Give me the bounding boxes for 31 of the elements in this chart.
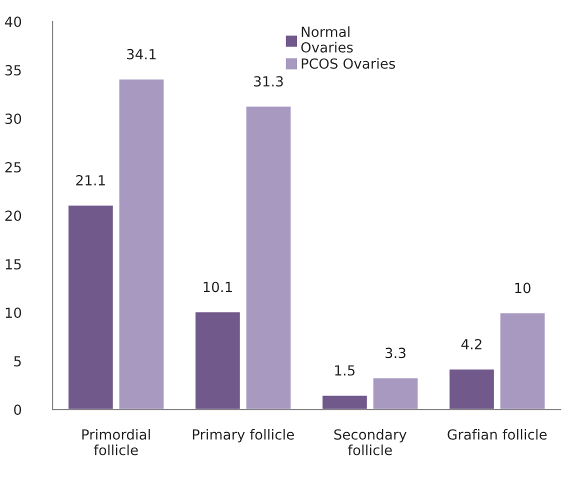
y-tick-label: 40	[5, 16, 22, 28]
x-tick-label: Grafian follicle	[448, 428, 547, 440]
data-label: 34.1	[127, 48, 156, 60]
y-tick-label: 25	[5, 162, 21, 173]
data-label: 10	[515, 282, 530, 294]
y-tick-label: 5	[14, 356, 21, 367]
legend-label: PCOS Ovaries	[302, 58, 396, 69]
data-label: 21.1	[76, 175, 105, 186]
y-tick-label: 30	[5, 114, 22, 124]
bar	[244, 105, 292, 410]
bar	[67, 204, 114, 410]
data-label: 1.5	[335, 365, 355, 376]
y-tick-label: 35	[5, 65, 21, 76]
y-tick-label: 10	[6, 308, 22, 318]
x-tick-label: Primordial follicle	[82, 428, 150, 456]
data-label: 4.2	[461, 338, 482, 350]
y-tick-label: 20	[5, 210, 22, 222]
legend-label: Normal Ovaries	[301, 26, 353, 53]
bar	[372, 376, 420, 410]
x-tick-label: Secondary follicle	[334, 428, 406, 456]
bar	[321, 394, 368, 410]
data-label: 3.3	[386, 348, 406, 358]
data-label: 10.1	[204, 282, 232, 292]
bar	[118, 78, 166, 410]
bar	[498, 312, 546, 410]
bar	[194, 310, 242, 410]
x-tick-label: Primary follicle	[192, 428, 294, 442]
y-tick-label: 0	[14, 404, 22, 416]
data-label: 31.3	[254, 76, 283, 87]
y-tick-label: 15	[6, 259, 21, 270]
bar	[448, 368, 496, 410]
